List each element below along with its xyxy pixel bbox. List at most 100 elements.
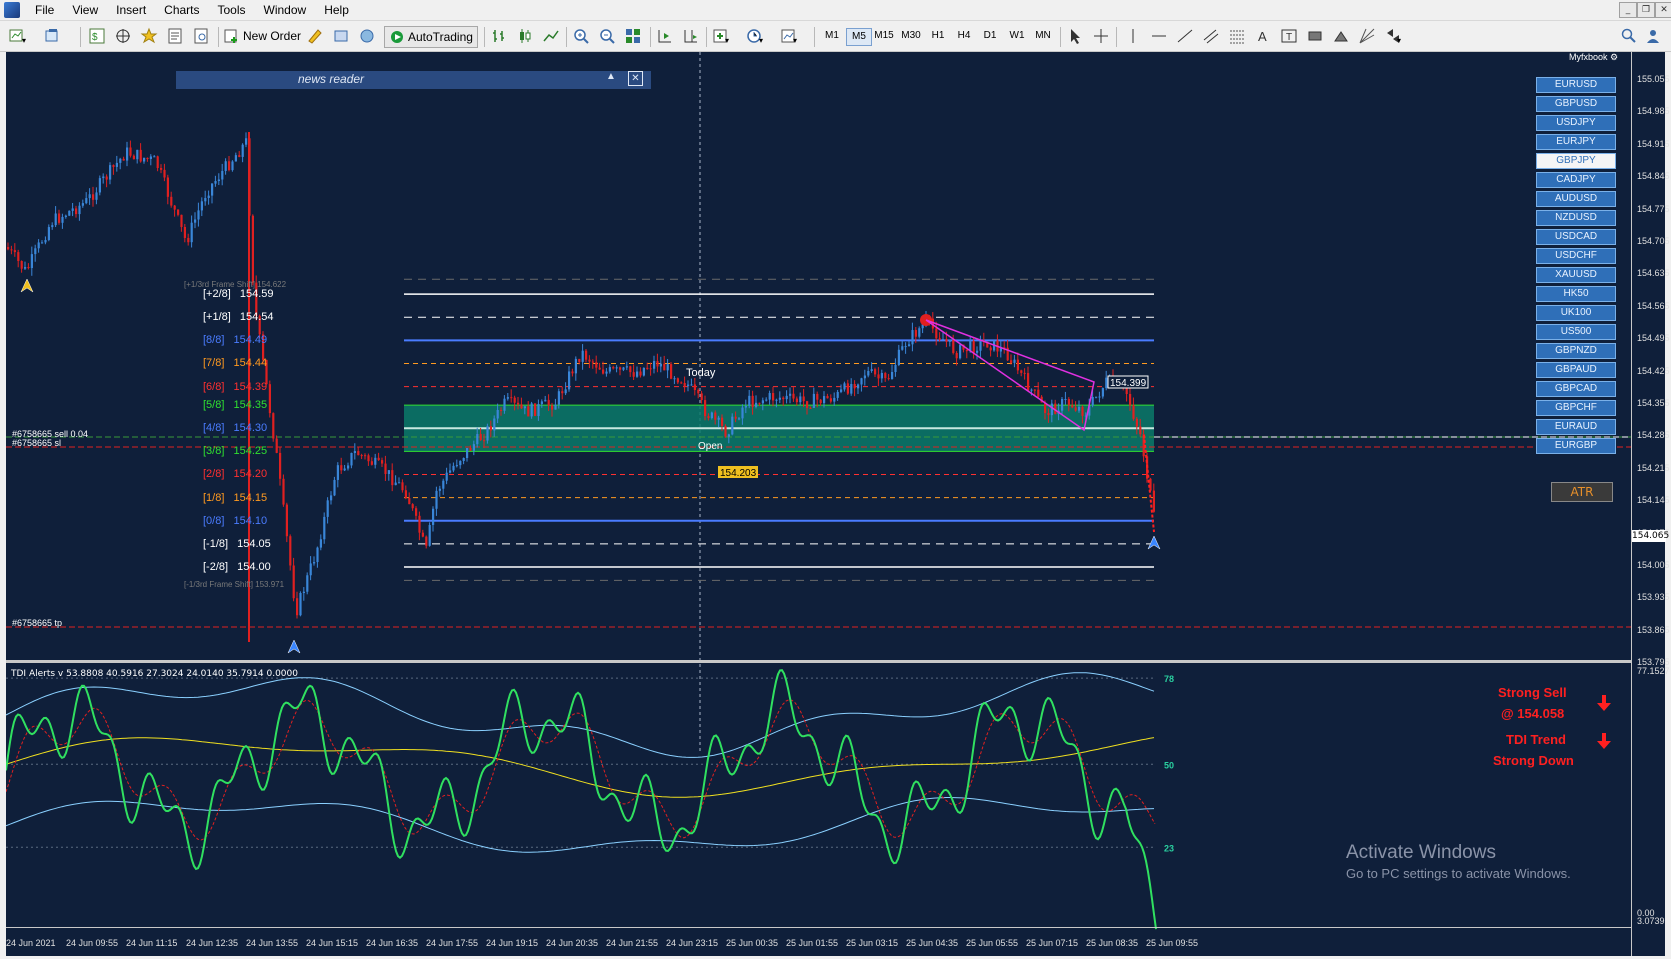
gann-icon[interactable]: [1358, 27, 1376, 45]
auto-scroll-icon[interactable]: [656, 27, 674, 45]
symbol-button-hk50[interactable]: HK50: [1536, 286, 1616, 302]
menu-charts[interactable]: Charts: [164, 3, 200, 17]
tf-m1[interactable]: M1: [825, 30, 839, 41]
tf-m15[interactable]: M15: [874, 30, 894, 41]
tf-m5[interactable]: M5: [846, 28, 872, 46]
periods-icon[interactable]: ▾: [746, 27, 764, 45]
restore-icon[interactable]: ❐: [1637, 2, 1655, 18]
minimize-icon[interactable]: _: [1619, 2, 1637, 18]
new-chart-icon[interactable]: ▾: [8, 27, 26, 45]
triangle-icon[interactable]: [1332, 27, 1350, 45]
tf-h4[interactable]: H4: [957, 30, 971, 41]
bar-chart-icon[interactable]: [490, 27, 508, 45]
menu-view[interactable]: View: [72, 3, 99, 17]
search-icon[interactable]: [1620, 27, 1638, 45]
candle-body: [197, 210, 200, 220]
close-icon[interactable]: ✕: [1655, 2, 1671, 18]
cursor-icon[interactable]: [1066, 27, 1084, 45]
price-axis[interactable]: 155.055 154.985 154.915 154.845 154.775 154.7…: [1631, 52, 1670, 956]
text-label-icon[interactable]: T: [1280, 27, 1298, 45]
data-window-icon[interactable]: [114, 27, 132, 45]
options-icon[interactable]: [332, 27, 350, 45]
symbol-button-gbpnzd[interactable]: GBPNZD: [1536, 343, 1616, 359]
tile-windows-icon[interactable]: [624, 27, 642, 45]
symbol-button-gbpusd[interactable]: GBPUSD: [1536, 96, 1616, 112]
market-watch-icon[interactable]: $: [88, 27, 106, 45]
symbol-button-gbpaud[interactable]: GBPAUD: [1536, 362, 1616, 378]
tf-h1[interactable]: H1: [931, 30, 945, 41]
symbol-button-cadjpy[interactable]: CADJPY: [1536, 172, 1616, 188]
atr-button[interactable]: ATR: [1551, 482, 1613, 502]
metaeditor-icon[interactable]: [306, 27, 324, 45]
symbol-button-usdchf[interactable]: USDCHF: [1536, 248, 1616, 264]
symbol-button-gbpjpy[interactable]: GBPJPY: [1536, 153, 1616, 169]
zoom-out-icon[interactable]: [598, 27, 616, 45]
candle-body: [527, 406, 530, 417]
symbol-button-euraud[interactable]: EURAUD: [1536, 419, 1616, 435]
murrey-label: [1/8] 154.15: [203, 491, 268, 504]
chart-window[interactable]: Today Open 154.203 154.399 78 50 23 news reade…: [6, 52, 1670, 957]
tf-m30[interactable]: M30: [901, 30, 921, 41]
time-tick: 24 Jun 23:15: [666, 938, 719, 948]
symbol-button-eurjpy[interactable]: EURJPY: [1536, 134, 1616, 150]
order-sell-label[interactable]: #6758665 sell 0.04: [12, 429, 89, 439]
news-reader-bar[interactable]: news reader ▲ ✕: [176, 71, 651, 89]
vertical-line-icon[interactable]: [1124, 27, 1142, 45]
symbol-button-gbpchf[interactable]: GBPCHF: [1536, 400, 1616, 416]
symbol-button-gbpcad[interactable]: GBPCAD: [1536, 381, 1616, 397]
arrows-icon[interactable]: ▾: [1384, 27, 1402, 45]
collapse-icon[interactable]: ▲: [606, 71, 616, 82]
text-tool-icon[interactable]: A: [1254, 27, 1272, 45]
signals-icon[interactable]: [358, 27, 376, 45]
fibonacci-icon[interactable]: [1228, 27, 1246, 45]
symbol-button-us500[interactable]: US500: [1536, 324, 1616, 340]
candle-body: [568, 371, 571, 390]
tf-d1[interactable]: D1: [983, 30, 997, 41]
indicator-panel-separator[interactable]: [6, 660, 1631, 663]
new-order-button[interactable]: New Order: [224, 26, 301, 46]
candle-body: [918, 328, 921, 337]
strategy-tester-icon[interactable]: [192, 27, 210, 45]
menu-tools[interactable]: Tools: [217, 3, 246, 17]
symbol-button-eurgbp[interactable]: EURGBP: [1536, 438, 1616, 454]
order-sl-label[interactable]: #6758665 sl: [12, 438, 62, 448]
menu-help[interactable]: Help: [324, 3, 349, 17]
trendline-icon[interactable]: [1176, 27, 1194, 45]
symbol-button-eurusd[interactable]: EURUSD: [1536, 77, 1616, 93]
price-chart[interactable]: Today Open 154.203 154.399 78 50 23: [6, 52, 1665, 956]
candle-body: [870, 369, 873, 371]
candle-body: [160, 168, 163, 170]
symbol-button-usdjpy[interactable]: USDJPY: [1536, 115, 1616, 131]
tf-mn[interactable]: MN: [1035, 30, 1051, 41]
templates-icon[interactable]: ▾: [780, 27, 798, 45]
profiles-icon[interactable]: [44, 27, 62, 45]
symbol-button-nzdusd[interactable]: NZDUSD: [1536, 210, 1616, 226]
order-tp-label[interactable]: #6758665 tp: [12, 618, 63, 628]
symbol-button-usdcad[interactable]: USDCAD: [1536, 229, 1616, 245]
menu-insert[interactable]: Insert: [116, 3, 147, 17]
horizontal-line-icon[interactable]: [1150, 27, 1168, 45]
zoom-in-icon[interactable]: [572, 27, 590, 45]
candle-body: [513, 397, 516, 403]
close-icon[interactable]: ✕: [628, 71, 643, 86]
tf-w1[interactable]: W1: [1009, 30, 1025, 41]
candlestick-icon[interactable]: [516, 27, 534, 45]
indicators-icon[interactable]: ▾: [712, 27, 730, 45]
crosshair-icon[interactable]: [1092, 27, 1110, 45]
rectangle-icon[interactable]: [1306, 27, 1324, 45]
community-icon[interactable]: [1644, 27, 1662, 45]
line-chart-icon[interactable]: [542, 27, 560, 45]
symbol-button-xauusd[interactable]: XAUUSD: [1536, 267, 1616, 283]
candle-body: [432, 508, 435, 525]
menu-file[interactable]: File: [35, 3, 55, 17]
symbol-button-audusd[interactable]: AUDUSD: [1536, 191, 1616, 207]
autotrading-button[interactable]: AutoTrading: [384, 26, 478, 48]
symbol-button-uk100[interactable]: UK100: [1536, 305, 1616, 321]
menu-window[interactable]: Window: [263, 3, 307, 17]
candle-body: [425, 536, 428, 546]
channel-icon[interactable]: [1202, 27, 1220, 45]
chart-shift-icon[interactable]: [682, 27, 700, 45]
time-axis[interactable]: 24 Jun 2021 24 Jun 09:55 24 Jun 11:15 24 Ju…: [6, 927, 1631, 957]
terminal-icon[interactable]: [166, 27, 184, 45]
navigator-icon[interactable]: [140, 27, 158, 45]
